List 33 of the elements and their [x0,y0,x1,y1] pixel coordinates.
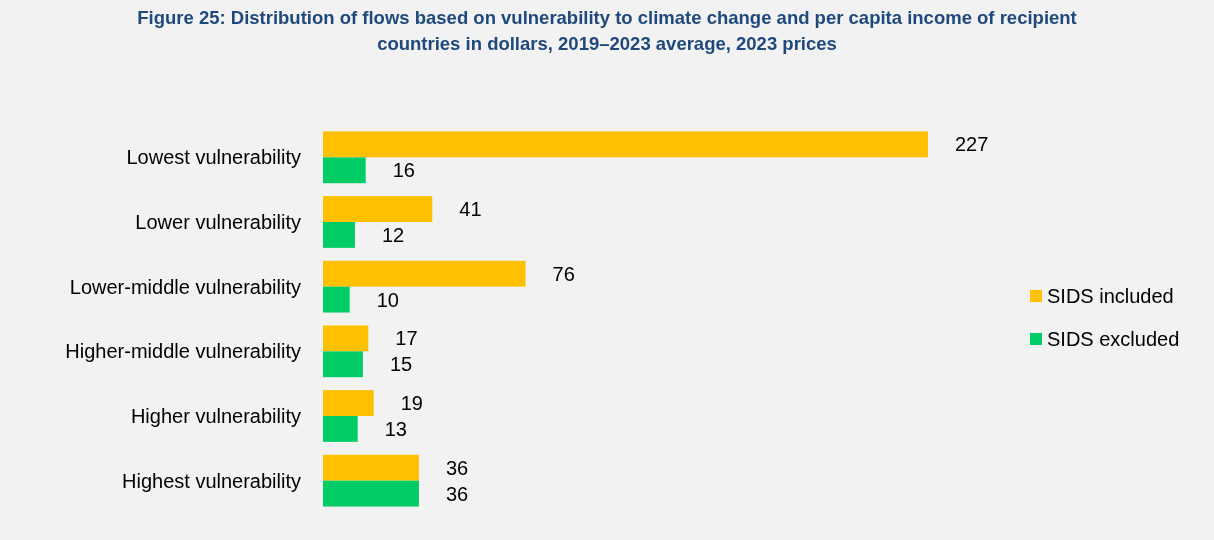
y-tick-label: Lower vulnerability [135,211,301,233]
bar [323,351,363,378]
bar [323,260,526,287]
data-label: 36 [445,482,469,505]
y-tick-label: Highest vulnerability [122,469,301,492]
data-label: 10 [376,288,399,311]
bar [323,416,358,442]
data-label: 16 [392,159,415,182]
y-tick-label: Lower-middle vulnerability [69,275,301,298]
legend-label: SIDS excluded [1047,328,1180,350]
bar [323,390,374,416]
bar [323,131,928,158]
data-label: 36 [445,456,469,479]
data-label: 76 [552,262,575,285]
data-label: 41 [459,198,482,221]
bar [323,222,355,248]
bar [323,325,369,352]
bar [323,286,350,313]
legend-label: SIDS included [1047,285,1174,307]
y-tick-label: Higher vulnerability [130,405,301,427]
data-label: 13 [384,417,407,440]
data-label: 17 [395,327,418,350]
data-label: 227 [955,133,989,156]
bar [323,157,366,184]
y-tick-label: Higher-middle vulnerability [65,340,301,363]
chart-title: Figure 25: Distribution of flows based on vulnerability to climate change and per capita income of recipient countries in dollars, 2019–2023 average, 2023 prices [137,7,1077,54]
y-tick-label: Lowest vulnerability [126,146,301,169]
data-label: 12 [381,223,405,246]
data-label: 15 [389,353,413,376]
bar [323,454,419,481]
bar [323,196,433,222]
data-label: 19 [400,392,423,415]
bar [323,480,419,507]
